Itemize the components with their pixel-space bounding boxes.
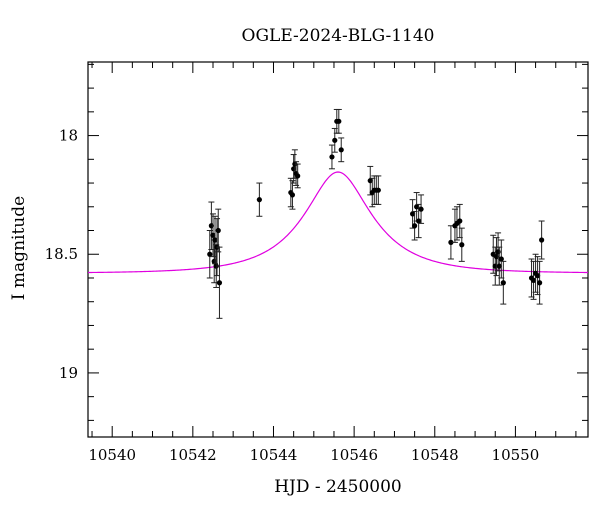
data-point bbox=[213, 263, 219, 269]
data-point bbox=[496, 263, 502, 269]
data-point bbox=[414, 204, 420, 210]
x-tick-label: 10540 bbox=[88, 446, 136, 464]
data-point bbox=[418, 206, 424, 212]
data-point bbox=[329, 154, 335, 160]
data-point bbox=[210, 232, 216, 238]
data-point bbox=[537, 280, 543, 286]
data-point bbox=[216, 280, 223, 286]
plot-area: 10540 10542 10544 10546 10548 10550 18 18.5 19 bbox=[45, 61, 589, 464]
data-point bbox=[207, 251, 213, 257]
y-tick-label: 18.5 bbox=[45, 245, 78, 263]
plot-frame bbox=[87, 61, 589, 438]
data-point bbox=[295, 173, 301, 179]
data-point bbox=[338, 147, 344, 153]
data-point bbox=[534, 273, 541, 279]
x-tick-label: 10544 bbox=[250, 446, 298, 464]
data-point bbox=[459, 242, 465, 248]
data-point bbox=[500, 280, 506, 286]
chart-title: OGLE-2024-BLG-1140 bbox=[242, 26, 435, 46]
data-point bbox=[291, 166, 297, 172]
data-point bbox=[448, 239, 454, 245]
data-point bbox=[539, 237, 545, 243]
data-point bbox=[375, 187, 381, 193]
data-point bbox=[409, 211, 416, 217]
y-axis-label: I magnitude bbox=[9, 196, 29, 300]
data-point bbox=[530, 277, 537, 283]
data-point bbox=[416, 218, 422, 224]
data-point bbox=[412, 223, 418, 229]
x-axis-label: HJD - 2450000 bbox=[274, 477, 402, 497]
y-tick-label: 18 bbox=[59, 127, 78, 145]
x-tick-label: 10548 bbox=[411, 446, 459, 464]
data-point bbox=[336, 118, 342, 124]
y-tick-label: 19 bbox=[59, 364, 78, 382]
model-curve bbox=[88, 171, 588, 274]
x-tick-label: 10550 bbox=[492, 446, 540, 464]
data-point bbox=[367, 178, 373, 184]
data-point bbox=[495, 249, 501, 255]
data-point bbox=[212, 237, 218, 243]
x-tick-label: 10546 bbox=[330, 446, 378, 464]
data-point bbox=[289, 192, 296, 198]
data-point bbox=[215, 227, 221, 234]
data-point bbox=[457, 218, 463, 224]
data-point bbox=[498, 256, 504, 262]
data-point bbox=[256, 197, 262, 203]
data-point bbox=[332, 137, 338, 143]
x-tick-label: 10542 bbox=[169, 446, 217, 464]
